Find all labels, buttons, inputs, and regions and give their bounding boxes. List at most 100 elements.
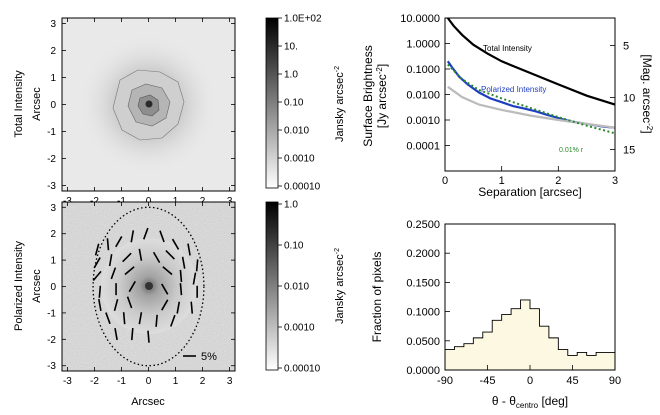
polarization-vector — [138, 312, 143, 325]
polarization-vector — [161, 299, 169, 311]
polarization-vector — [108, 254, 113, 267]
colorbar-tick-label: 0.010 — [284, 126, 309, 137]
surface-brightness-plot — [446, 17, 616, 135]
x-tick-label: 0 — [146, 376, 152, 387]
y-tick-label: 10.0000 — [400, 13, 440, 25]
y-tick-label: 0.2000 — [406, 248, 440, 260]
colorbar-1-label: Jansky arcsec-2 — [334, 66, 346, 142]
colorbar-tick-label: 0.00010 — [284, 182, 321, 193]
polarized-intensity-ylabel: Arcsec — [31, 269, 43, 303]
colorbar-2 — [265, 201, 279, 371]
histogram-bar — [445, 349, 455, 370]
histogram-xticks: -90 -45 0 45 90 — [437, 365, 621, 387]
histogram-panel: -90 -45 0 45 90 0.0000 0.0500 0.1000 0.1500 0.20… — [370, 219, 621, 410]
polarization-vectors — [92, 227, 199, 343]
polarization-vector — [113, 298, 119, 311]
right-tick-label: 15 — [623, 145, 635, 157]
histogram-bar — [558, 349, 568, 370]
surface-brightness-yticks: 10.0000 1.0000 0.1000 0.0100 0.0010 0.0001 — [400, 13, 450, 153]
histogram-bar — [520, 299, 530, 370]
polarization-vector — [98, 298, 102, 312]
scale-bar-label: 5% — [201, 351, 217, 363]
star-core — [145, 100, 153, 108]
histogram-bar — [492, 320, 502, 370]
surface-brightness-ylabel: Surface Brightness — [361, 45, 375, 146]
y-tick-label: 0.0500 — [406, 336, 440, 348]
histogram-bar — [530, 308, 540, 370]
colorbar-tick-label: 0.10 — [284, 241, 304, 252]
surface-brightness-xlabel: Separation [arcsec] — [478, 185, 581, 199]
colorbar-1 — [265, 17, 279, 189]
x-tick-label: 45 — [566, 375, 578, 387]
y-tick-label: 3 — [50, 19, 56, 30]
polarization-vector — [195, 259, 199, 272]
histogram-outline — [445, 299, 615, 356]
y-tick-label: 0 — [50, 100, 56, 111]
colorbar-tick-label: 0.0010 — [284, 154, 315, 165]
x-tick-label: -1 — [117, 376, 126, 387]
colorbar-tick-label: 10. — [284, 42, 298, 53]
polarization-vector — [114, 327, 118, 341]
y-tick-label: 1 — [50, 256, 56, 267]
x-tick-label: 0 — [527, 375, 533, 387]
y-tick-label: -3 — [47, 181, 56, 192]
colorbar-tick-label: 1.0E+02 — [284, 14, 322, 25]
histogram-plot — [445, 299, 615, 370]
polarization-vector — [105, 312, 111, 325]
colorbar-1-ticks: 1.0E+02 10. 1.0 0.10 0.010 0.0010 0.00010 — [278, 14, 322, 193]
annotation-fraction: 0.01% r — [559, 147, 584, 154]
y-tick-label: 0.1000 — [406, 307, 440, 319]
annotation-total-intensity: Total Intensity — [483, 44, 532, 53]
surface-brightness-xticks: 0 1 2 3 — [442, 166, 618, 187]
y-tick-label: 0.0000 — [406, 365, 440, 377]
polarized-intensity-outer-label: Polarized Intensity — [13, 241, 25, 331]
polarization-vector — [181, 256, 186, 269]
x-tick-label: 3 — [612, 175, 618, 187]
y-tick-label: 2 — [50, 46, 56, 57]
polarization-vector — [147, 330, 150, 343]
x-tick-label: -2 — [90, 376, 99, 387]
right-tick-label: 5 — [623, 41, 629, 53]
polarization-vector — [171, 238, 180, 250]
histogram-bar — [463, 343, 474, 370]
histogram-bar — [473, 337, 483, 370]
total-intensity-yticks: -3 -2 -1 0 1 2 3 — [47, 19, 235, 192]
polarization-vector — [122, 252, 132, 263]
polarization-vector — [165, 250, 175, 260]
histogram-bar — [539, 326, 549, 370]
polarization-vector — [115, 236, 123, 248]
y-tick-label: 0.1000 — [406, 64, 440, 76]
polarization-vector — [122, 312, 126, 325]
polarization-vector — [187, 243, 191, 256]
histogram-bar — [596, 352, 606, 370]
histogram-bar — [548, 337, 559, 370]
surface-brightness-ylabel-units: [Jy arcsec-2] — [375, 64, 389, 128]
polarization-vector — [159, 230, 165, 243]
y-tick-label: -1 — [47, 308, 56, 319]
x-tick-label: -45 — [480, 375, 496, 387]
polarization-vector — [142, 227, 149, 240]
x-tick-label: -90 — [437, 375, 453, 387]
y-tick-label: 0.0001 — [406, 141, 440, 153]
surface-brightness-right-label: [Mag. arcsec-2] — [640, 54, 654, 133]
x-tick-label: 3 — [227, 376, 233, 387]
x-tick-label: 2 — [200, 376, 206, 387]
y-tick-label: 2 — [50, 229, 56, 240]
polarization-vector — [138, 248, 143, 261]
polarization-vector — [110, 267, 117, 280]
histogram-bar — [586, 355, 597, 370]
colorbar-tick-label: 0.0010 — [284, 323, 315, 334]
total-intensity-outer-label: Total Intensity — [13, 70, 25, 138]
histogram-bar — [482, 332, 493, 370]
series-line-total-intensity — [446, 17, 616, 106]
aperture-ellipse — [92, 206, 205, 367]
polarization-vector — [128, 280, 136, 293]
annotation-polarized-intensity: Polarized Intensity — [481, 85, 546, 94]
colorbar-tick-label: 0.10 — [284, 98, 304, 109]
y-tick-label: -2 — [47, 154, 56, 165]
polarization-vector — [94, 243, 100, 256]
histogram-ylabel: Fraction of pixels — [370, 252, 384, 343]
right-tick-label: 10 — [623, 93, 635, 105]
polarization-vector — [162, 266, 173, 276]
polarization-vector — [98, 285, 102, 298]
